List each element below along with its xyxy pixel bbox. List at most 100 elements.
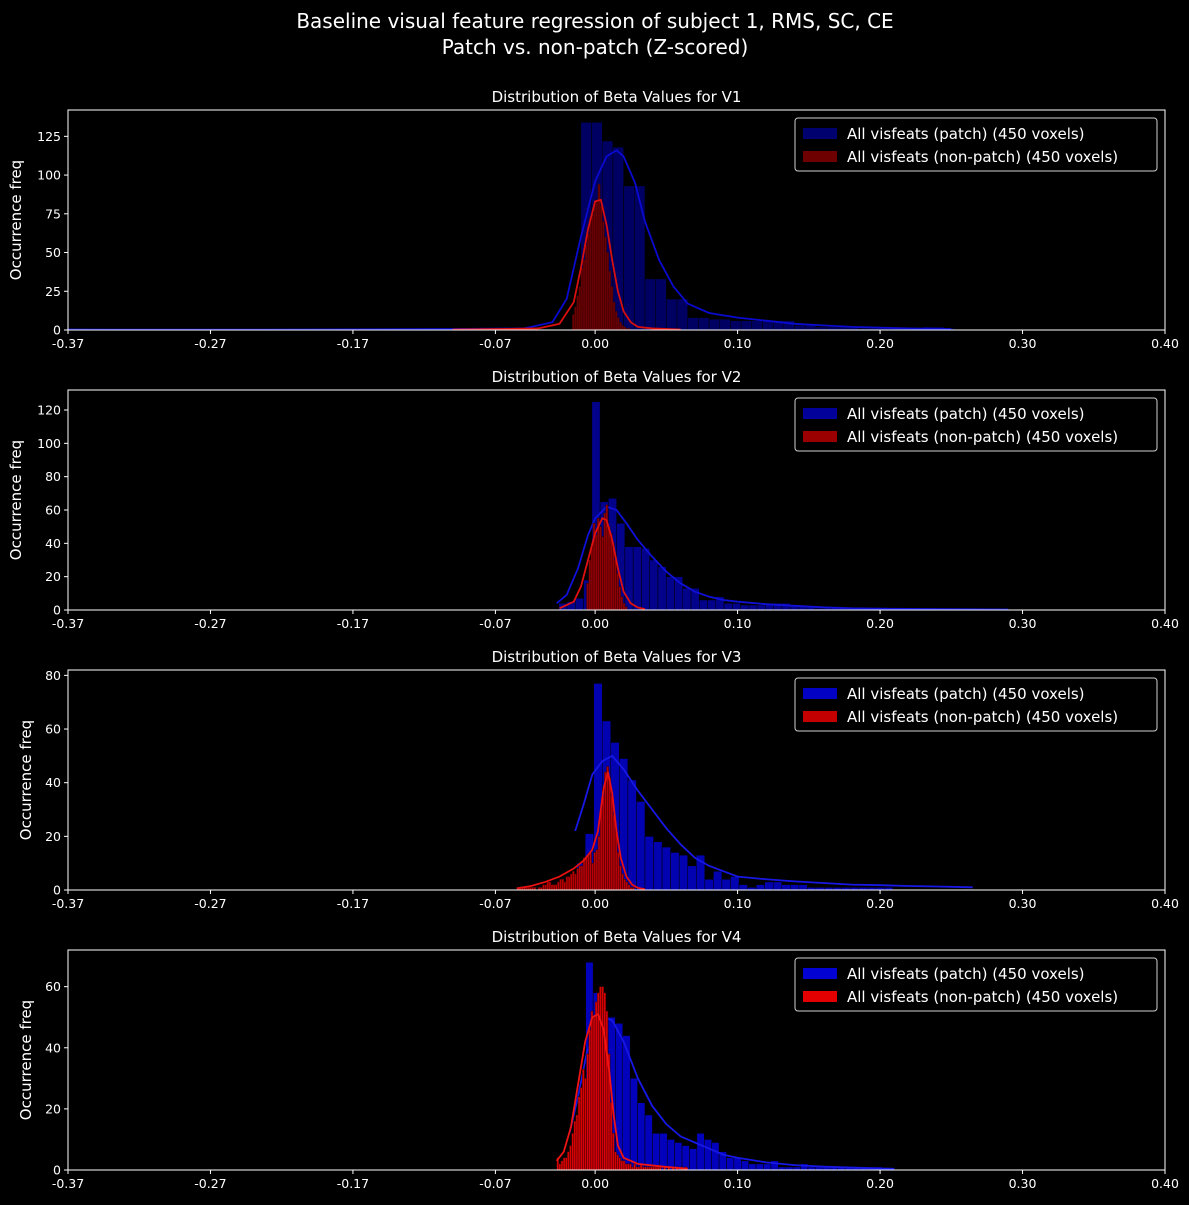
histogram-bar xyxy=(599,526,602,610)
x-tick-label: 0.40 xyxy=(1151,896,1179,911)
axes-frame xyxy=(67,389,1166,611)
kde-line xyxy=(559,517,646,610)
histogram-bar xyxy=(595,199,599,330)
histogram-bar xyxy=(649,559,659,610)
histogram-bar xyxy=(629,1163,632,1170)
histogram-bar xyxy=(740,320,753,330)
y-tick-label: 20 xyxy=(45,569,61,584)
histogram-bar xyxy=(618,586,622,610)
y-tick-label: 60 xyxy=(45,979,61,994)
histogram-bar xyxy=(582,1068,585,1170)
x-tick-label: 0.10 xyxy=(724,1176,752,1191)
histogram-bar xyxy=(616,573,619,610)
legend-box xyxy=(794,397,1158,452)
histogram-bar xyxy=(723,603,733,610)
legend-box xyxy=(794,677,1158,732)
histogram-bar xyxy=(580,267,584,330)
histogram-bar xyxy=(730,876,740,890)
x-tick-label: 0.40 xyxy=(1151,616,1179,631)
histogram-bar xyxy=(561,879,565,890)
histogram-bar xyxy=(770,1160,779,1170)
histogram-bar xyxy=(794,325,806,330)
histogram-bar xyxy=(618,1157,622,1170)
histogram-bar xyxy=(641,548,650,610)
histogram-bar xyxy=(644,1114,653,1170)
histogram-bar xyxy=(614,559,617,610)
histogram-bar xyxy=(687,865,697,890)
histogram-bar xyxy=(593,852,597,890)
histogram-bar xyxy=(575,1114,579,1170)
y-tick-label: 50 xyxy=(45,245,61,260)
histogram-bar xyxy=(751,320,763,330)
histogram-bar xyxy=(620,1160,624,1170)
histogram-bar xyxy=(567,876,571,890)
panel-title: Distribution of Beta Values for V1 xyxy=(492,88,742,106)
histogram-bar xyxy=(591,213,594,330)
histogram-bar xyxy=(627,328,631,330)
histogram-bar xyxy=(603,513,607,610)
x-tick-label: 0.40 xyxy=(1151,1176,1179,1191)
panel-title: Distribution of Beta Values for V2 xyxy=(492,368,742,386)
histogram-bar xyxy=(599,986,602,1170)
histogram-bar xyxy=(597,836,601,890)
legend-label: All visfeats (patch) (450 voxels) xyxy=(847,965,1085,983)
histogram-bar xyxy=(616,852,620,890)
histogram-bar xyxy=(627,779,637,890)
histogram-bar xyxy=(595,849,599,890)
x-tick-label: -0.17 xyxy=(337,616,369,631)
histogram-bar xyxy=(699,599,708,610)
series-non-patch xyxy=(559,504,646,610)
histogram-bar xyxy=(588,559,592,610)
histogram-bar xyxy=(609,1102,613,1170)
histogram-bar xyxy=(632,546,642,610)
histogram-bar xyxy=(559,879,562,890)
histogram-bar xyxy=(764,881,774,890)
histogram-bar xyxy=(805,325,817,330)
histogram-bar xyxy=(597,518,600,610)
histogram-bar xyxy=(772,881,783,890)
histogram-bar xyxy=(592,1016,596,1170)
histogram-bar xyxy=(602,795,605,890)
histogram-bar xyxy=(636,801,646,890)
histogram-bar xyxy=(661,846,671,890)
y-tick-label: 0 xyxy=(53,323,61,338)
legend-label: All visfeats (patch) (450 voxels) xyxy=(847,125,1085,143)
histogram-bar xyxy=(575,598,584,610)
legend-box xyxy=(794,957,1158,1012)
histogram-bar xyxy=(578,286,582,330)
histogram-bar xyxy=(763,1163,772,1170)
legend-swatch xyxy=(803,991,837,1002)
x-tick-label: 0.00 xyxy=(581,896,609,911)
histogram-bar xyxy=(601,986,604,1170)
y-tick-label: 100 xyxy=(37,168,61,183)
histogram-bar xyxy=(606,766,609,890)
legend-box xyxy=(794,117,1158,172)
histogram-bar xyxy=(621,873,624,890)
y-axis-label: Occurrence freq xyxy=(17,720,35,840)
histogram-bar xyxy=(584,1078,587,1170)
histogram-bar xyxy=(631,887,635,890)
histogram-bar xyxy=(577,1096,581,1170)
x-tick-label: 0.30 xyxy=(1009,336,1037,351)
histogram-bar xyxy=(614,830,618,890)
figure-title-line2: Patch vs. non-patch (Z-scored) xyxy=(442,35,749,59)
histogram-bar xyxy=(676,298,688,330)
histogram-bar xyxy=(704,879,714,890)
kde-line xyxy=(516,771,646,890)
histogram-bar xyxy=(621,325,624,330)
histogram-bar xyxy=(657,566,667,610)
histogram-bar xyxy=(588,1029,592,1170)
legend-swatch xyxy=(803,151,837,162)
legend-label: All visfeats (non-patch) (450 voxels) xyxy=(847,148,1118,166)
histogram-bar xyxy=(674,1142,683,1170)
histogram-bar xyxy=(748,604,758,610)
legend-swatch xyxy=(803,408,837,419)
histogram-bar xyxy=(579,1087,583,1170)
y-tick-label: 125 xyxy=(37,129,61,144)
y-tick-label: 80 xyxy=(45,469,61,484)
x-tick-label: -0.07 xyxy=(479,1176,511,1191)
histogram-bar xyxy=(681,1145,690,1170)
histogram-bar xyxy=(781,884,791,890)
histogram-bar xyxy=(719,318,731,330)
